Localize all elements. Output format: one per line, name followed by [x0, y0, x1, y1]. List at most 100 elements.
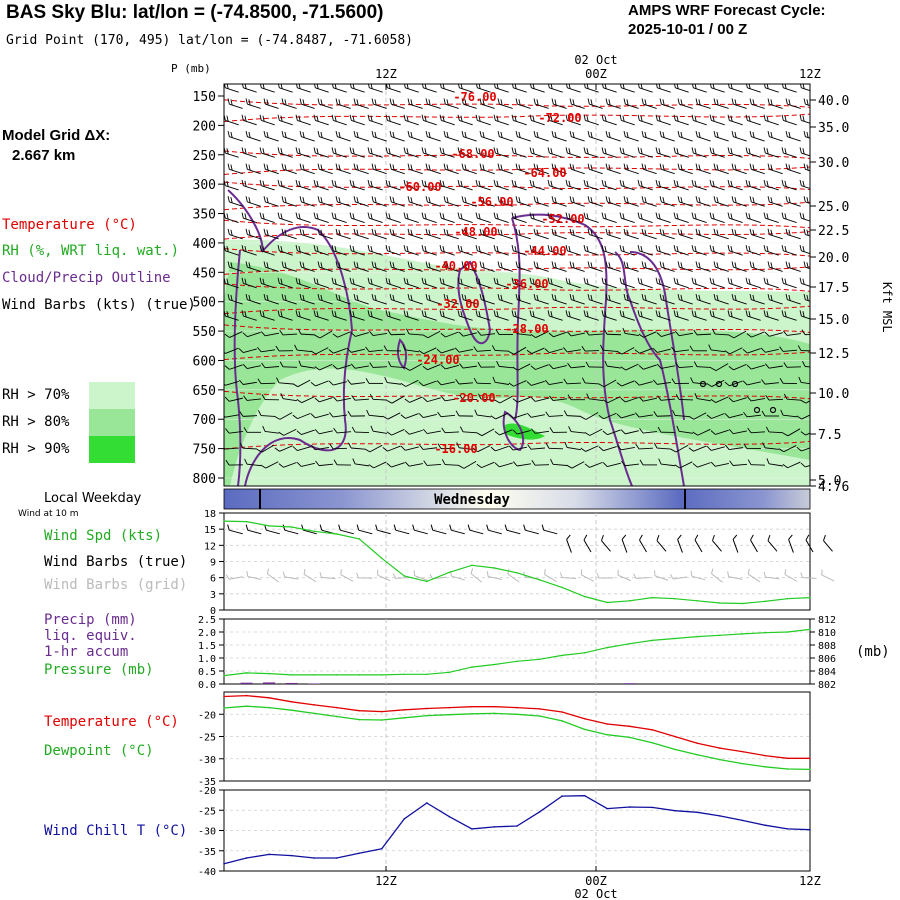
wind-barb-staff	[679, 332, 693, 337]
wind-barb-flag	[455, 379, 460, 385]
grid-wind-barb	[711, 568, 723, 583]
wind-barb-flag	[276, 377, 280, 383]
wind-barb	[277, 310, 293, 321]
wind-barb-flag	[313, 245, 316, 251]
wind-barb-staff	[607, 103, 621, 109]
wind-barb	[313, 277, 329, 289]
grid-wind-barb	[356, 572, 373, 579]
wind-barb-flag	[637, 84, 640, 88]
wind-barb	[351, 426, 370, 433]
wind-barb-staff	[603, 152, 617, 158]
wind-barb	[478, 393, 496, 401]
true-wind-barb	[621, 534, 628, 553]
wind-barb-staff	[643, 266, 657, 272]
wind-barb-staff	[301, 168, 315, 175]
true-wind-barb-staff	[656, 540, 667, 552]
wind-barb-staff	[679, 461, 693, 469]
wind-barb-staff	[750, 431, 766, 434]
pressure-line-point	[448, 671, 451, 674]
wind-barb-flag	[280, 393, 284, 399]
pressure-tick-label: 800	[193, 472, 216, 487]
true-wind-barb-staff	[732, 539, 739, 553]
wind-barb	[533, 130, 549, 142]
grid-wind-barb-staff	[654, 575, 669, 581]
wind-barb-staff	[350, 382, 366, 385]
wind-barb	[386, 395, 405, 404]
pressure-line-point	[313, 674, 315, 676]
wind-barb	[479, 228, 495, 240]
cloud-outline	[396, 338, 408, 370]
wind-barb-staff	[711, 446, 725, 451]
wind-barb	[224, 347, 239, 354]
wind-barb-flag	[783, 362, 788, 368]
true-wind-barb-staff	[566, 539, 572, 553]
wind-barb-flag	[446, 294, 449, 301]
wind-barb-flag	[421, 179, 424, 186]
wind-barb-flag	[532, 115, 535, 122]
precip-panel-y-tick-label: 2.0	[198, 628, 216, 639]
wind-barb	[475, 245, 491, 256]
wind-barb-flag	[406, 115, 409, 122]
wind-barb	[243, 427, 261, 433]
grid-wind-barb-flag	[225, 574, 230, 580]
pressure-line-point	[471, 666, 473, 668]
wind-barb-staff	[602, 349, 618, 352]
wind-barb-staff	[297, 185, 311, 191]
wind-barb	[749, 293, 765, 305]
wind-barb-flag	[788, 262, 791, 269]
wind-barb-flag	[713, 261, 716, 268]
wind-barb	[511, 310, 527, 321]
wind-barb-staff	[621, 87, 635, 93]
wind-barb-staff	[674, 414, 690, 418]
wind-barb	[224, 381, 239, 386]
wind-barb-staff	[423, 152, 437, 158]
wind-barb-flag	[460, 278, 463, 285]
grid-wind-barb-staff	[728, 576, 743, 580]
wind-barb-flag	[677, 98, 680, 105]
true-wind-barb-staff	[432, 529, 447, 535]
true-wind-barb-staff	[303, 529, 317, 535]
wind-barb-flag	[673, 147, 676, 154]
wind-panel-y-tick-label: 3	[210, 590, 216, 601]
wind-barb-flag	[526, 412, 532, 418]
wind-barb-staff	[261, 152, 275, 158]
wind-barb	[257, 346, 275, 353]
wind-barb-staff	[783, 283, 797, 289]
legend-precip: Precip (mm)	[44, 612, 137, 628]
wind-barb-flag	[256, 448, 263, 453]
temp-contour-label: -28.00	[505, 322, 548, 336]
pressure-line-point	[290, 674, 293, 676]
wind-barb-flag	[371, 130, 374, 137]
wind-barb-flag	[640, 245, 643, 252]
wind-barb-flag	[600, 344, 604, 351]
wind-barb	[238, 348, 257, 354]
wind-barb-staff	[391, 429, 405, 436]
wind-barb-flag	[781, 310, 784, 317]
wind-barb-staff	[787, 103, 801, 109]
wind-barb-flag	[382, 415, 389, 420]
wind-barb-staff	[679, 234, 693, 240]
wind-barb	[351, 395, 370, 401]
wind-barb-flag	[392, 164, 395, 171]
wind-barb-staff	[693, 412, 707, 420]
wind-barb-staff	[297, 315, 311, 321]
wind-barb-staff	[783, 120, 797, 126]
wind-barb	[694, 393, 711, 402]
wind-barb-staff	[369, 315, 383, 321]
wind-barb	[454, 347, 473, 353]
wind-barb-flag	[497, 98, 500, 105]
temp-contour-line	[224, 181, 810, 191]
wind-barb	[511, 245, 527, 256]
wind-barb-flag	[673, 310, 676, 317]
wind-barb-staff	[535, 201, 549, 207]
wind-barb-flag	[689, 345, 694, 352]
wind-barb-staff	[463, 103, 477, 109]
wind-barb	[295, 277, 311, 289]
wind-barb-flag	[422, 428, 428, 434]
wind-barb	[367, 245, 383, 256]
legend-wind-speed: Wind Spd (kts)	[44, 528, 163, 544]
wind-barb	[544, 379, 563, 386]
wind-barb-flag	[656, 363, 662, 369]
wind-barb	[623, 196, 639, 207]
wind-barb-flag	[461, 261, 464, 268]
